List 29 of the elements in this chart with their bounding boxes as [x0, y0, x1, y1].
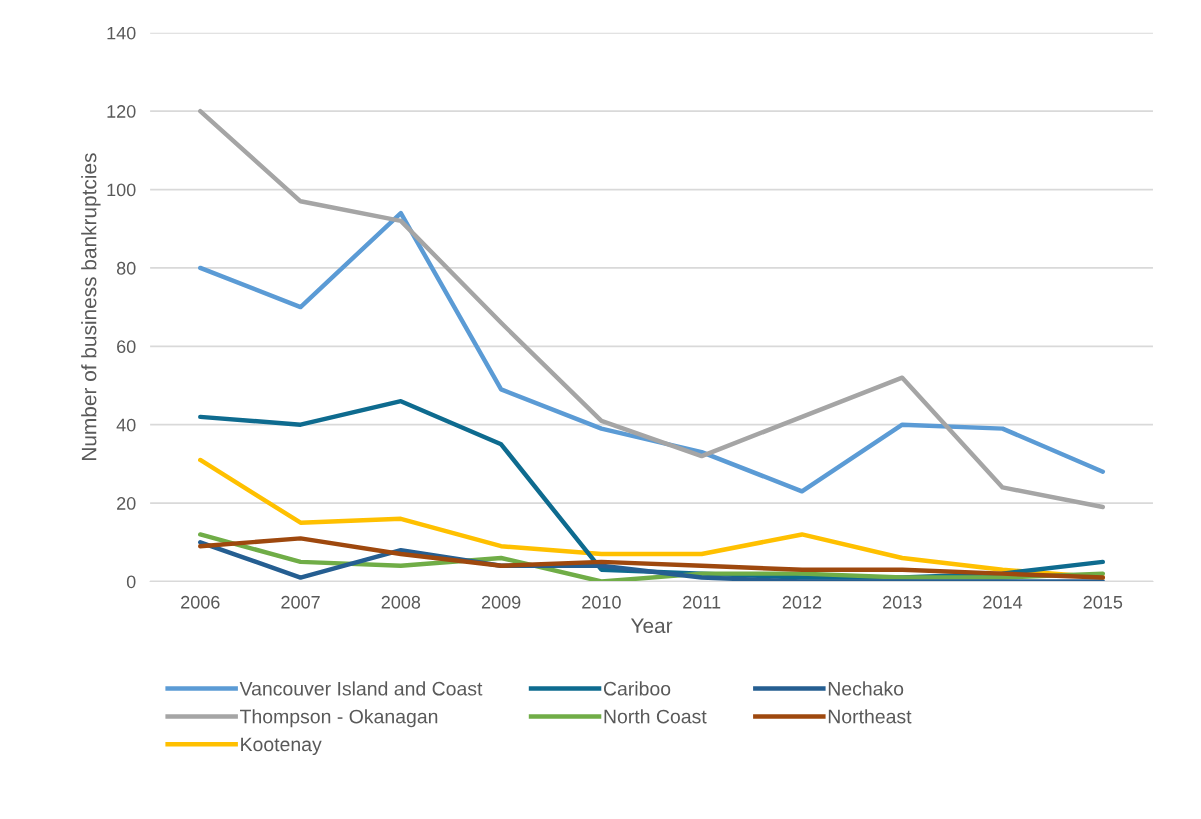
x-tick-label: 2007	[281, 595, 320, 609]
x-tick-label: 2011	[683, 595, 721, 609]
legend-label: Northeast	[828, 709, 912, 724]
y-tick-label: 0	[126, 575, 136, 589]
line-series	[198, 108, 1106, 510]
x-tick-label: 2013	[883, 595, 922, 609]
legend-label: Cariboo	[603, 681, 671, 696]
legend-label: Kootenay	[241, 737, 322, 756]
y-tick-label: 120	[107, 105, 136, 118]
x-axis-title: Year	[630, 618, 673, 634]
y-tick-label: 60	[117, 340, 136, 354]
x-tick-label: 2010	[582, 595, 621, 609]
legend-label: Nechako	[828, 681, 904, 696]
legend-label: Vancouver Island and Coast	[239, 681, 483, 696]
line-series	[198, 210, 1106, 494]
x-tick-label: 2015	[1083, 595, 1123, 609]
x-tick-label: 2009	[481, 595, 521, 609]
legend-label: North Coast	[604, 709, 707, 724]
x-tick-label: 2006	[181, 595, 220, 609]
x-tick-label: 2012	[782, 595, 822, 609]
legend-label: Thompson - Okanagan	[240, 709, 438, 728]
y-axis-title: Number of business bankruptcies	[81, 153, 101, 460]
y-tick-label: 40	[116, 418, 136, 432]
x-tick-label: 2008	[381, 595, 421, 609]
y-tick-label: 20	[117, 497, 136, 510]
y-tick-label: 80	[116, 261, 136, 275]
y-tick-label: 140	[107, 26, 136, 40]
y-tick-label: 100	[107, 183, 136, 197]
x-tick-label: 2014	[983, 595, 1023, 609]
